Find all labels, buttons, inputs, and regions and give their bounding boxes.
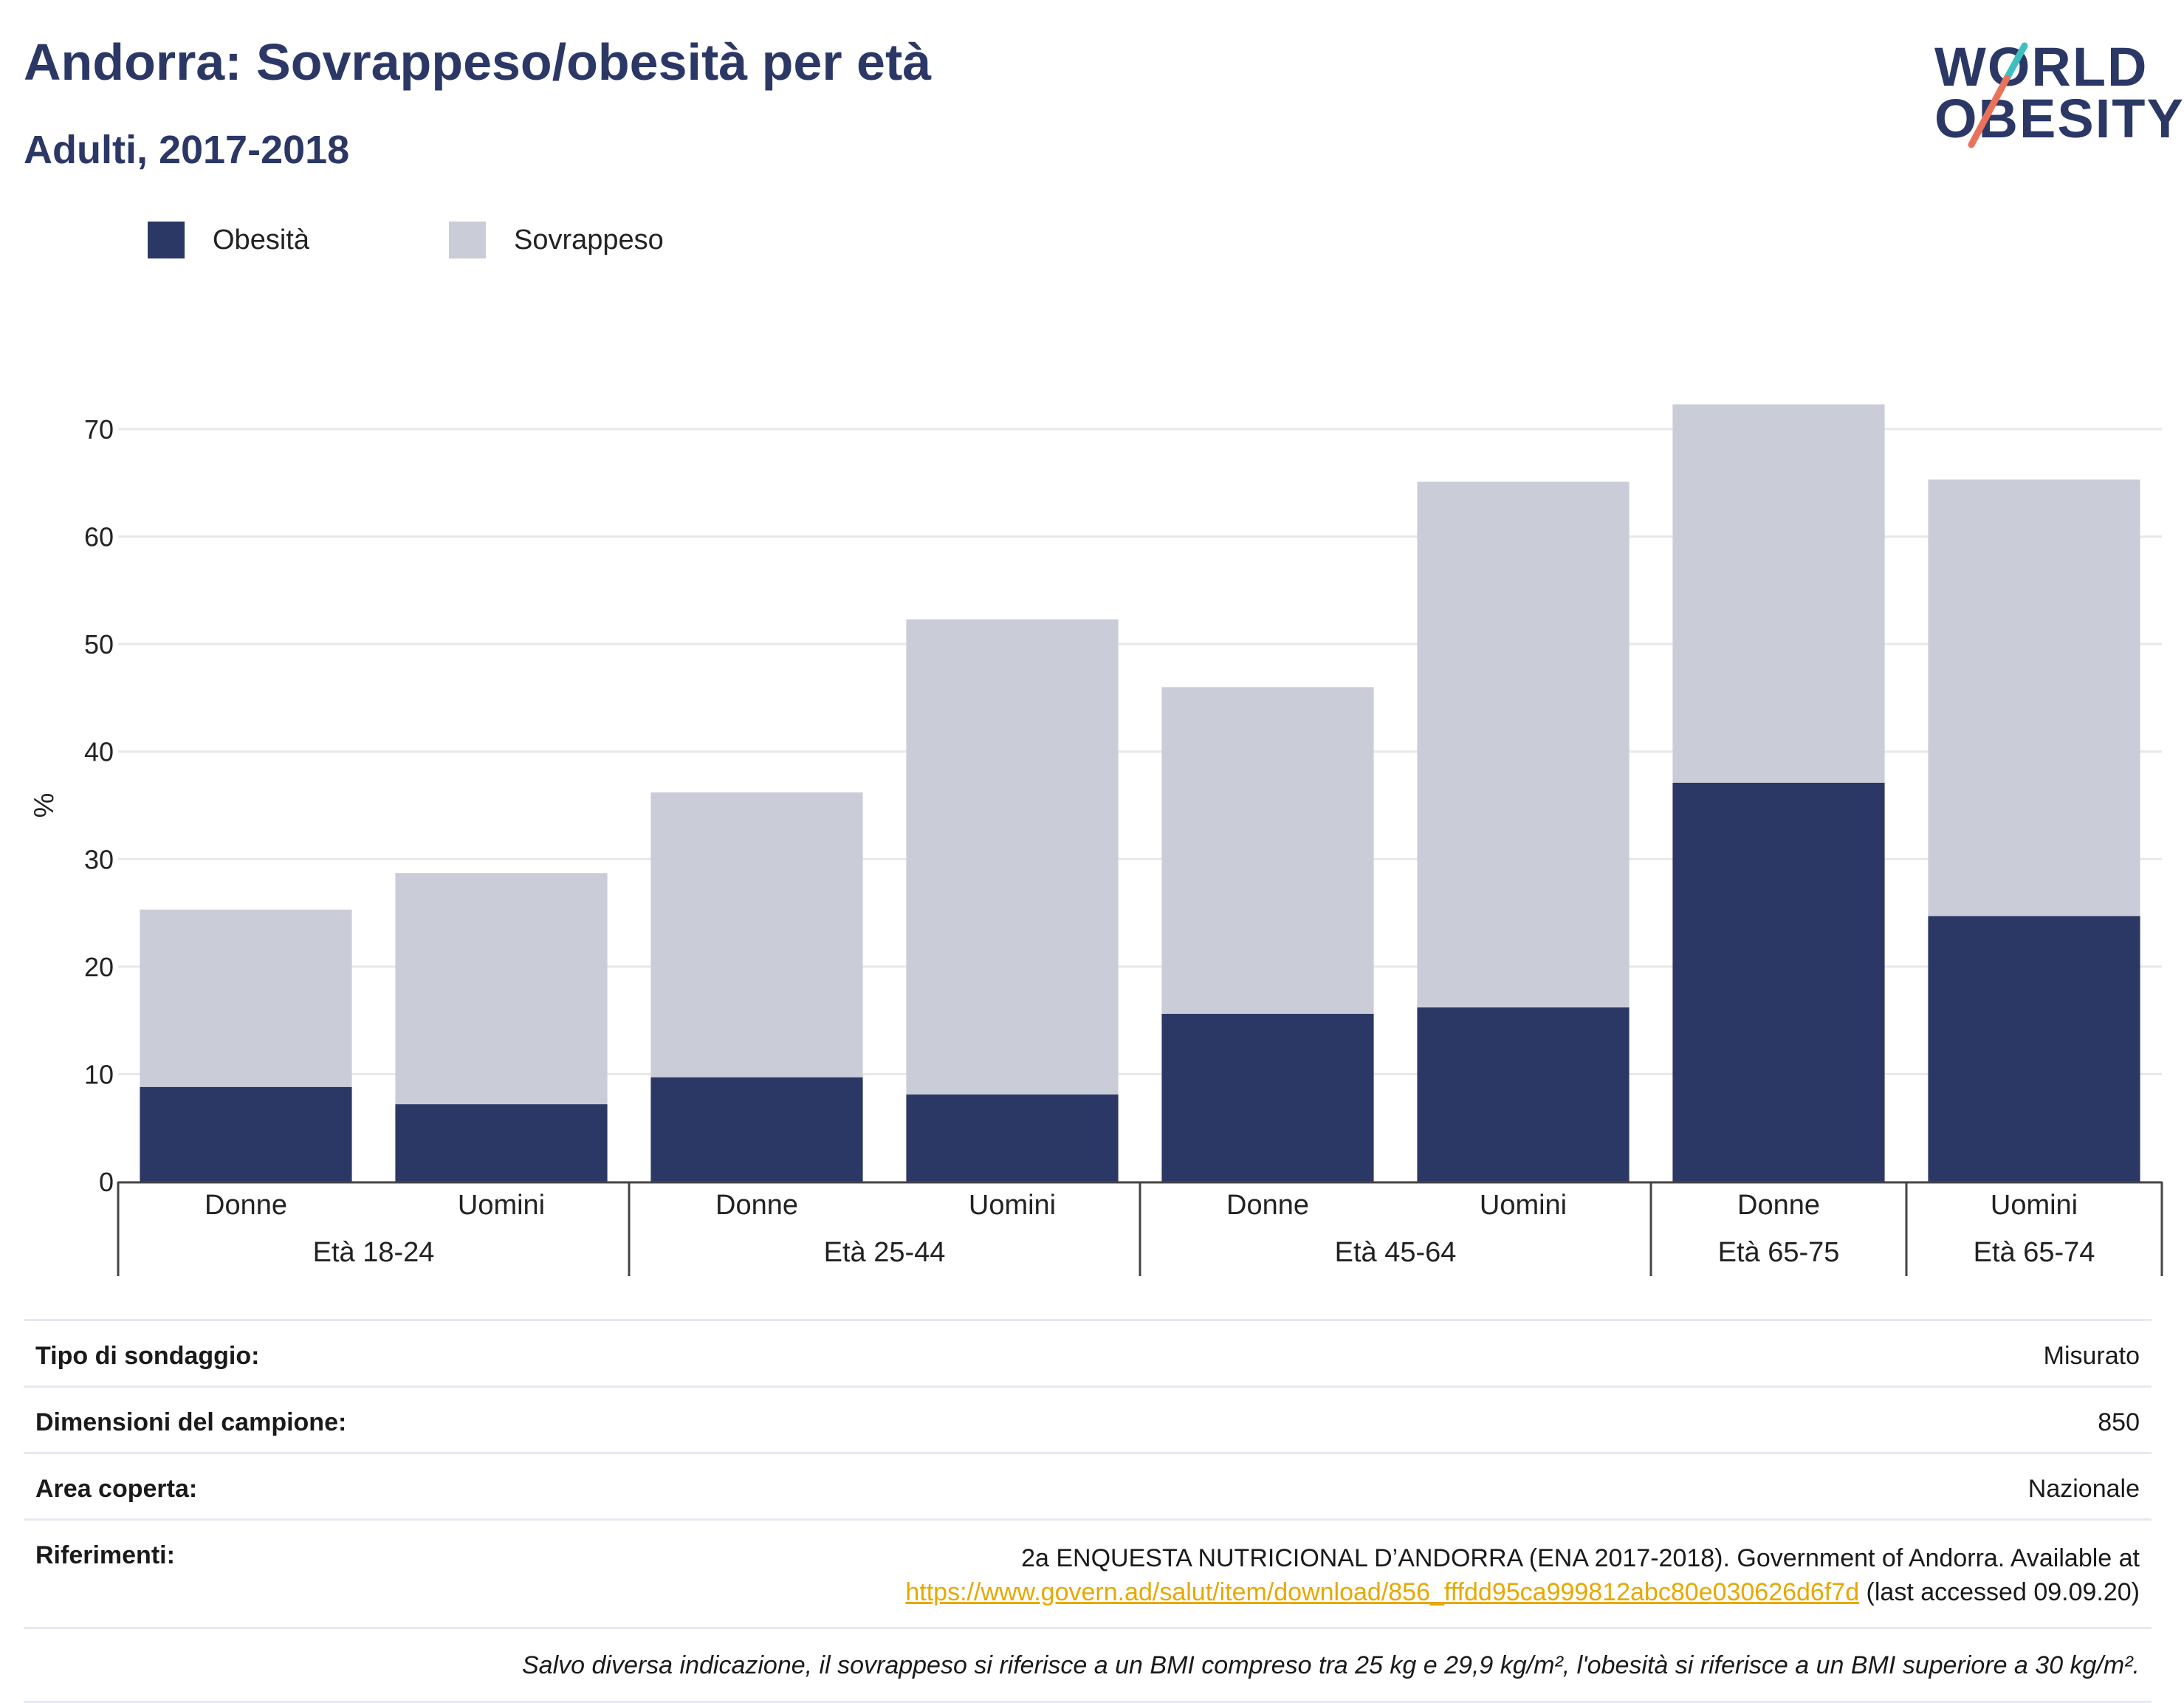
references-link[interactable]: https://www.govern.ad/salut/item/downloa… [905,1578,1860,1606]
legend-item-obesity[interactable]: Obesità [148,222,405,258]
bar-overweight [1672,404,1885,783]
world-obesity-logo: WORLD OBESITY [1920,27,2183,152]
bar-obesity [1417,1007,1630,1182]
y-tick-label: 10 [84,1059,114,1089]
bar-overweight [1928,479,2140,916]
bar-obesity [1161,1013,1374,1182]
references-label: Riferimenti: [35,1541,175,1569]
bar-chart: 0 10 20 30 40 50 60 70% Donne Uomini Donne Uomini Do… [29,404,2163,1276]
x-group-label: Età 65-75 [1718,1237,1840,1268]
y-tick-label: 40 [84,737,114,767]
x-category-label: Donne [715,1190,798,1221]
chart-subtitle: Adulti, 2017-2018 [24,128,350,172]
bar-overweight [906,619,1119,1095]
references-value: 2a ENQUESTA NUTRICIONAL D’ANDORRA (ENA 2… [905,1541,2140,1609]
chart-title: Andorra: Sovrappeso/obesità per età [24,33,932,91]
bar-obesity [395,1104,608,1182]
bar-overweight [650,792,863,1077]
y-tick-label: 0 [99,1167,114,1197]
info-row-sample-size: Dimensioni del campione: 850 [24,1385,2152,1452]
bar-obesity [650,1077,863,1182]
bar-overweight [140,909,352,1087]
bar-obesity [140,1086,352,1182]
x-group-label: Età 45-64 [1335,1237,1457,1268]
y-tick-label: 50 [84,629,114,659]
references-text: 2a ENQUESTA NUTRICIONAL D’ANDORRA (ENA 2… [1021,1544,2140,1572]
legend-label-obesity: Obesità [213,224,309,256]
bar-obesity [1672,782,1885,1182]
info-row-survey-type: Tipo di sondaggio: Misurato [24,1319,2152,1385]
sample-size-label: Dimensioni del campione: [35,1408,347,1436]
x-category-label: Donne [1226,1190,1309,1221]
bar-overweight [1161,687,1374,1014]
legend-label-overweight: Sovrappeso [514,224,664,256]
bar-obesity [906,1094,1119,1182]
x-group-label: Età 65-74 [1974,1237,2095,1268]
info-table: Tipo di sondaggio: Misurato Dimensioni d… [24,1319,2152,1703]
area-label: Area coperta: [35,1475,198,1503]
y-tick-label: 30 [84,844,114,874]
references-suffix: (last accessed 09.09.20) [1859,1578,2140,1606]
x-group-label: Età 25-44 [824,1237,946,1268]
x-category-label: Uomini [969,1190,1056,1221]
x-category-label: Uomini [1991,1190,2078,1221]
chart-legend: Obesità Sovrappeso [148,220,750,260]
legend-swatch-overweight [449,222,486,258]
area-value: Nazionale [2027,1475,2140,1503]
sample-size-value: 850 [2098,1408,2140,1436]
x-category-label: Donne [205,1190,287,1221]
x-category-label: Donne [1737,1190,1820,1221]
legend-item-overweight[interactable]: Sovrappeso [449,222,706,258]
legend-swatch-obesity [148,222,185,258]
bar-obesity [1928,916,2140,1182]
bar-overweight [395,873,608,1105]
y-axis-label: % [29,793,60,818]
info-row-area: Area coperta: Nazionale [24,1452,2152,1518]
bar-overweight [1417,482,1630,1008]
logo-line-1: WORLD [1934,36,2149,97]
x-group-label: Età 18-24 [313,1237,435,1268]
info-row-references: Riferimenti: 2a ENQUESTA NUTRICIONAL D’A… [24,1518,2152,1627]
bmi-footnote: Salvo diversa indicazione, il sovrappeso… [24,1627,2152,1703]
logo-slash-icon [1968,42,2028,148]
x-category-label: Uomini [458,1190,545,1221]
y-tick-label: 60 [84,522,114,552]
x-category-label: Uomini [1480,1190,1567,1221]
y-tick-label: 20 [84,952,114,982]
survey-type-label: Tipo di sondaggio: [35,1342,260,1370]
survey-type-value: Misurato [2043,1342,2140,1370]
y-tick-label: 70 [84,414,114,445]
